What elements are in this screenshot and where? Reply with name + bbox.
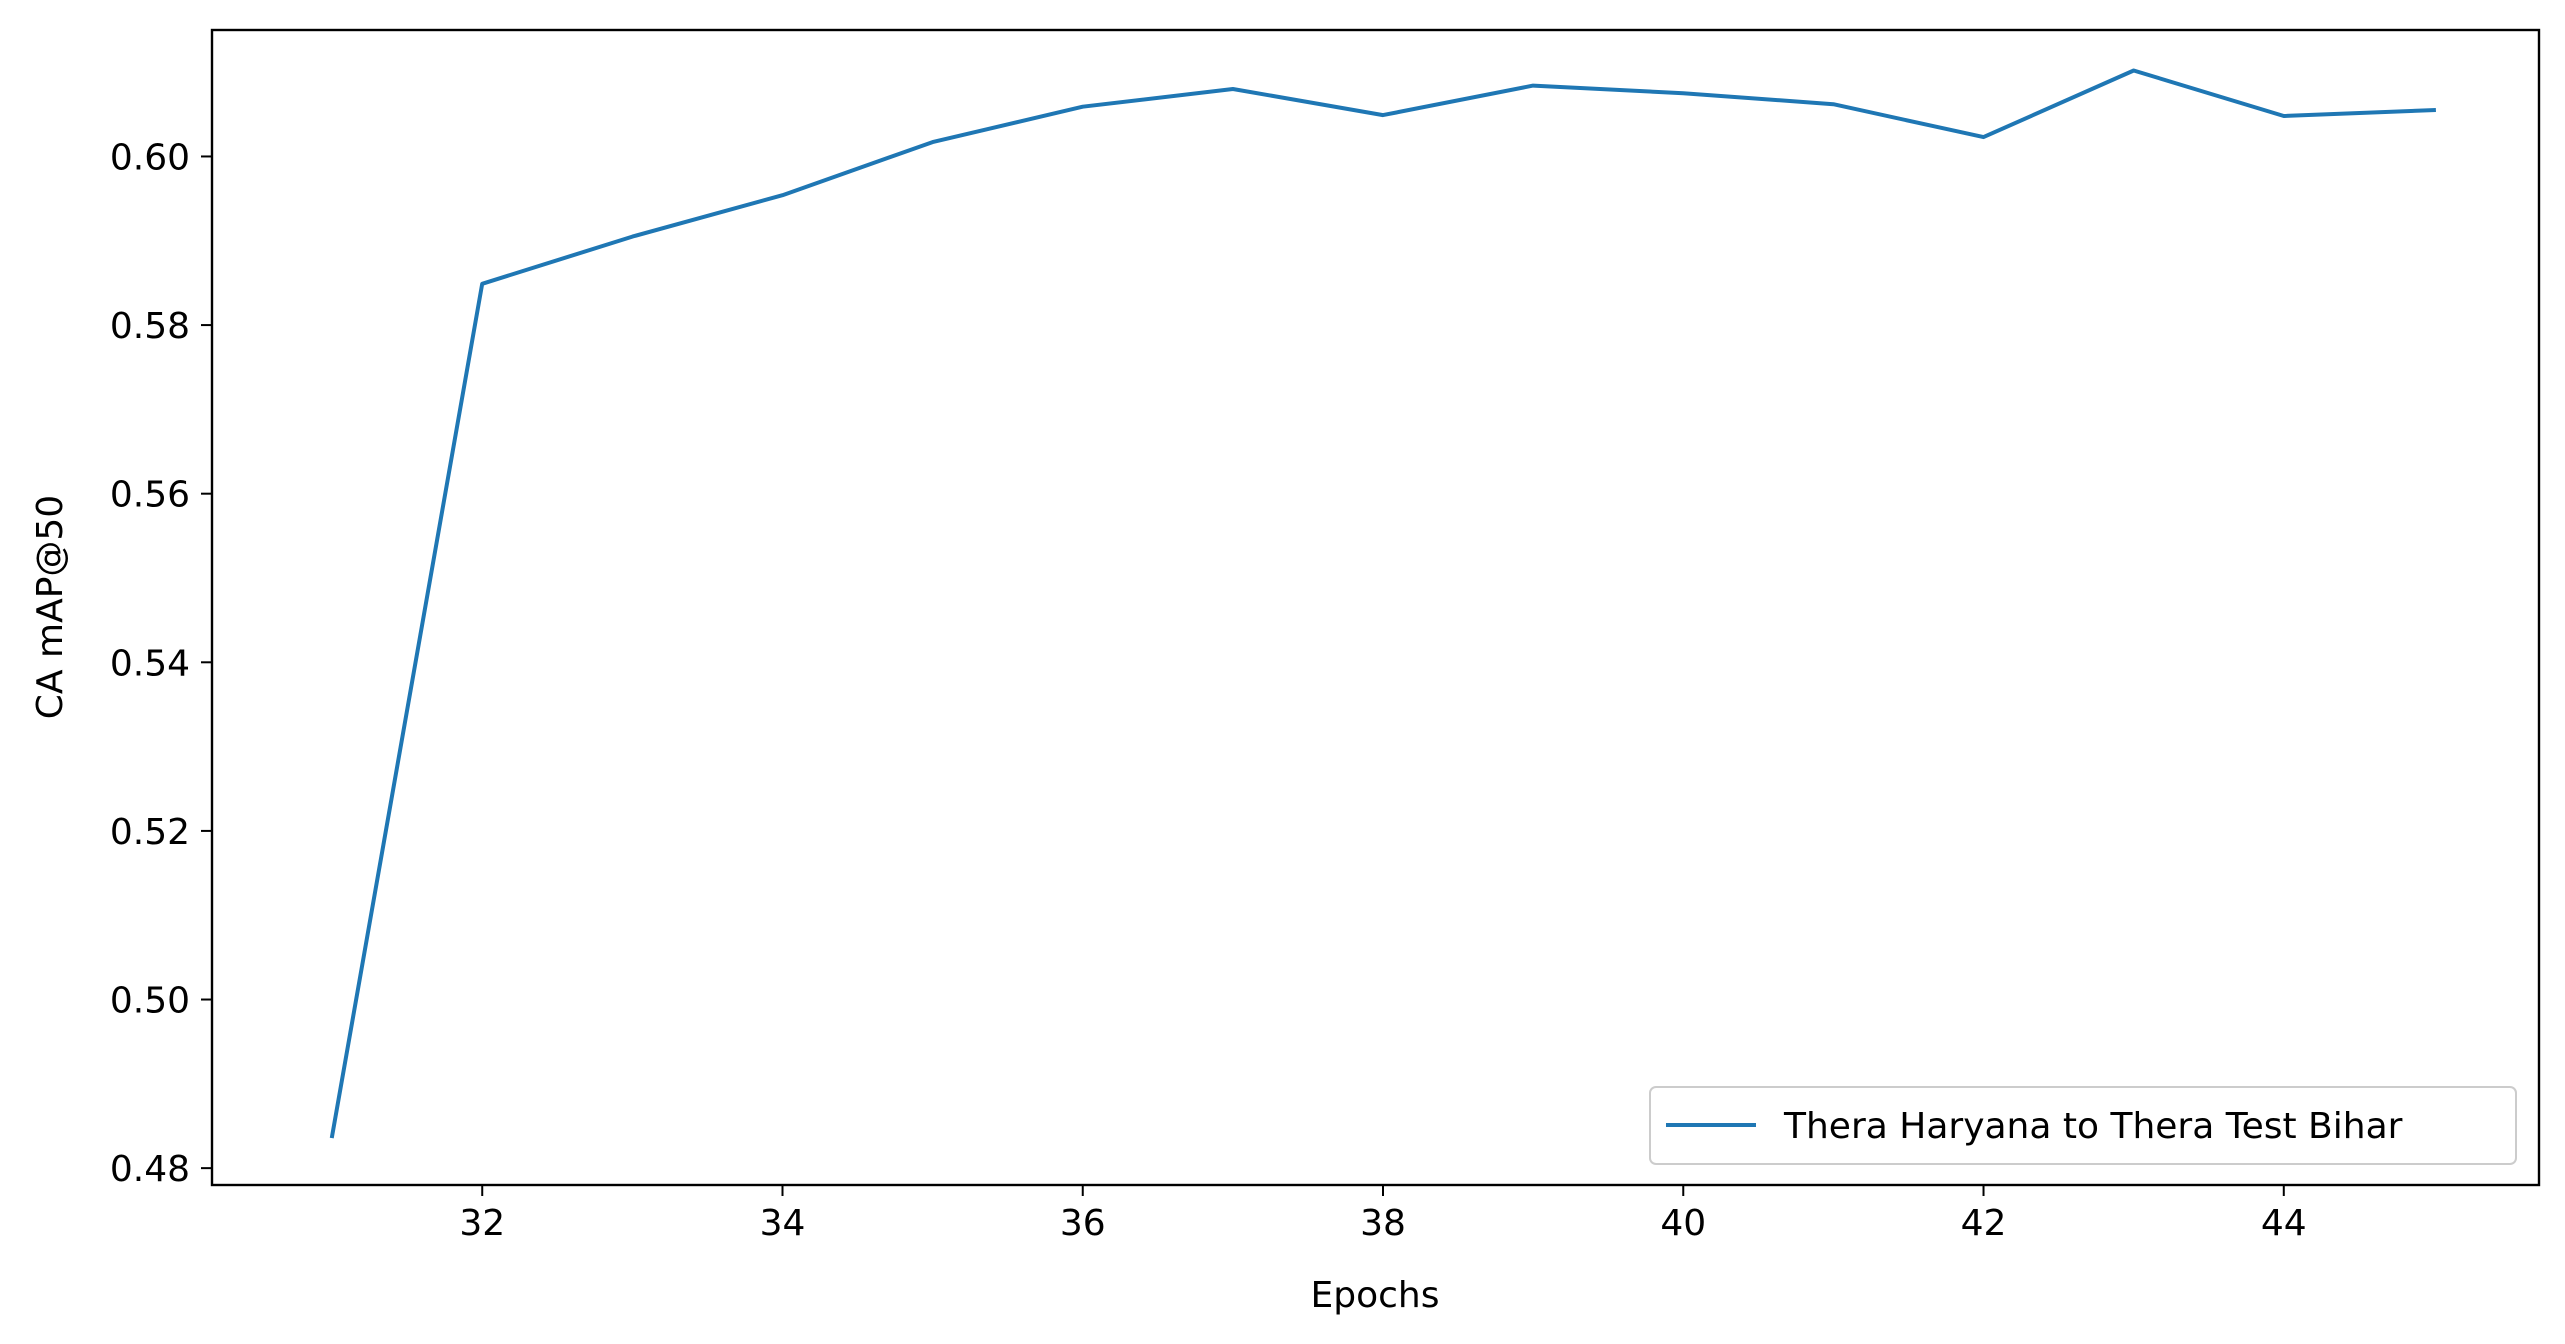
y-tick-label: 0.54 — [110, 643, 190, 684]
plot-frame — [210, 28, 2541, 1187]
legend: Thera Haryana to Thera Test Bihar — [1649, 1086, 2517, 1165]
x-tick-label: 44 — [2261, 1203, 2307, 1244]
x-tick-label: 34 — [760, 1203, 806, 1244]
x-axis-label: Epochs — [1311, 1275, 1440, 1316]
x-tick-label: 36 — [1060, 1203, 1106, 1244]
y-tick-label: 0.52 — [110, 812, 190, 853]
series-line — [329, 68, 2436, 1139]
plot-content — [329, 68, 2436, 1139]
x-tick-label: 40 — [1660, 1203, 1706, 1244]
x-tick-label: 38 — [1360, 1203, 1406, 1244]
y-tick-label: 0.56 — [110, 475, 190, 516]
legend-label: Thera Haryana to Thera Test Bihar — [1783, 1106, 2403, 1147]
y-tick-label: 0.48 — [110, 1149, 190, 1190]
y-tick-label: 0.60 — [110, 137, 190, 178]
y-axis: 0.48 0.50 0.52 0.54 0.56 0.58 0.60 — [110, 137, 212, 1190]
legend-box — [1649, 1086, 2517, 1165]
y-tick-label: 0.58 — [110, 306, 190, 347]
y-axis-label: CA mAP@50 — [30, 495, 71, 719]
x-tick-label: 32 — [459, 1203, 505, 1244]
y-tick-label: 0.50 — [110, 981, 190, 1022]
x-axis: 32 34 36 38 40 42 44 — [459, 1185, 2307, 1244]
x-tick-label: 42 — [1961, 1203, 2007, 1244]
